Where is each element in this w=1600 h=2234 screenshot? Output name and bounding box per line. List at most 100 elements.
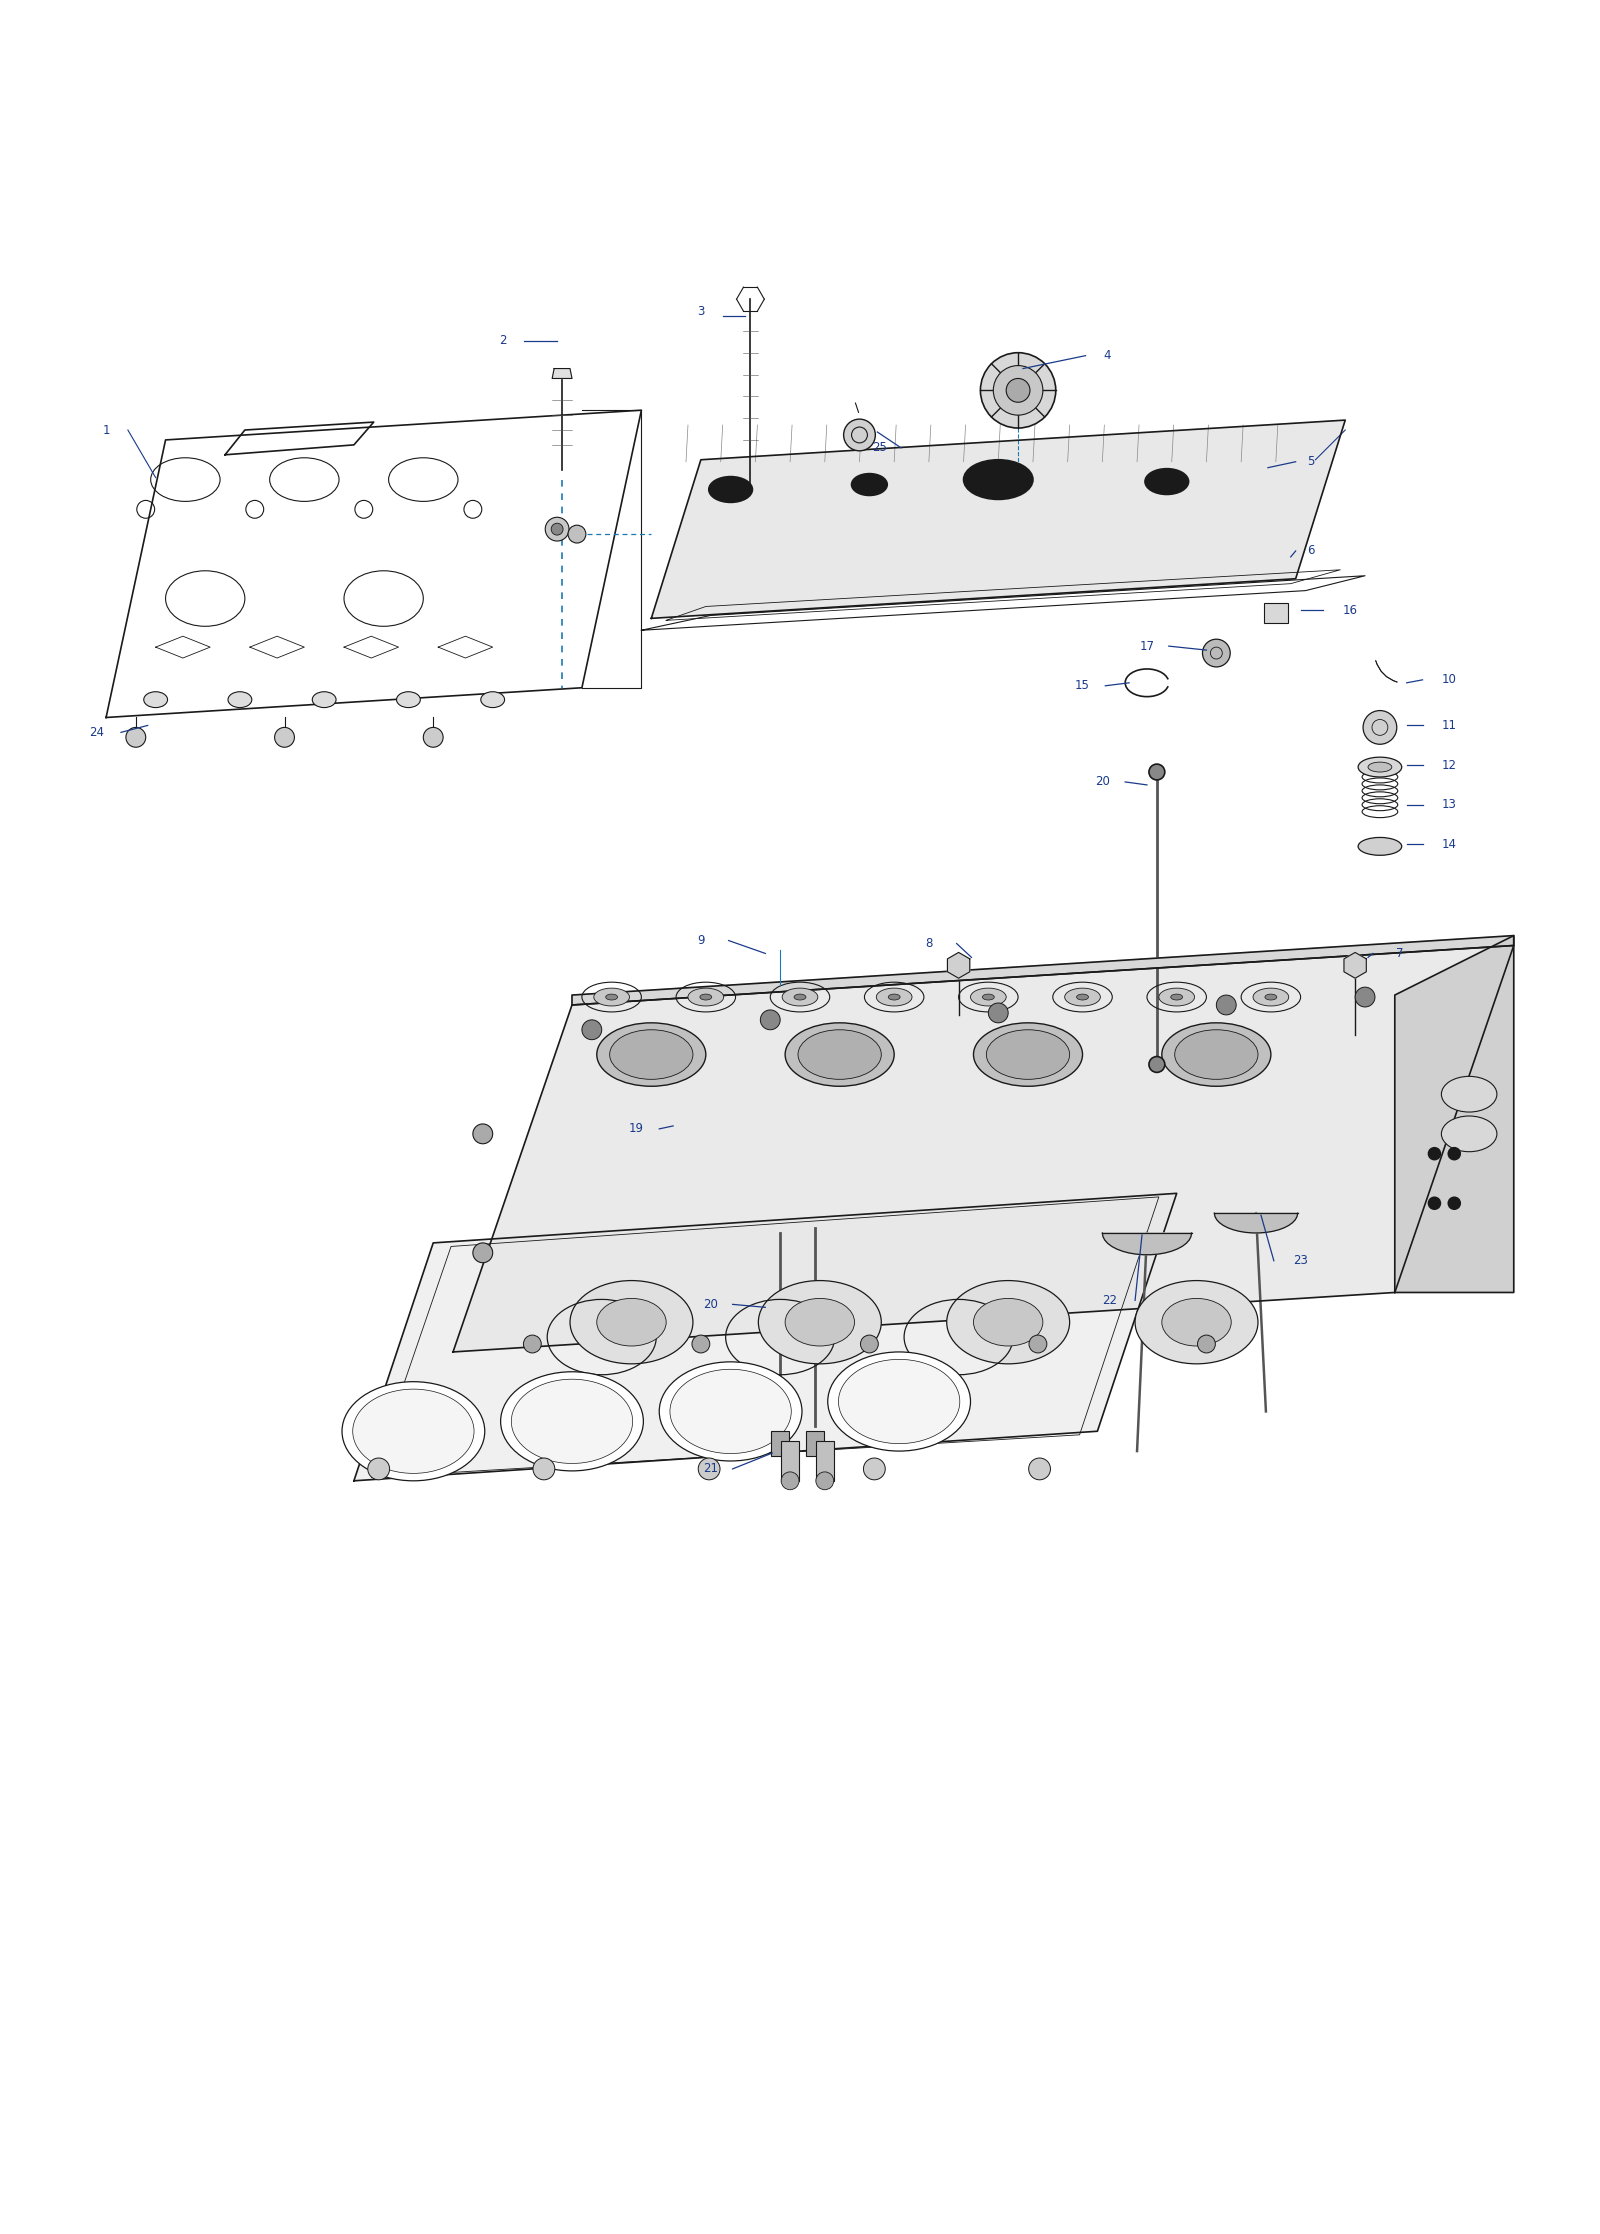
Ellipse shape: [827, 1352, 971, 1452]
Ellipse shape: [312, 693, 336, 708]
Ellipse shape: [971, 987, 1006, 1005]
Ellipse shape: [1171, 994, 1182, 1001]
Text: 20: 20: [1094, 775, 1110, 789]
Ellipse shape: [1134, 1280, 1258, 1363]
Text: 16: 16: [1342, 603, 1358, 617]
Text: 24: 24: [88, 726, 104, 739]
Circle shape: [1216, 994, 1237, 1014]
Text: 22: 22: [1102, 1293, 1117, 1307]
Polygon shape: [354, 1193, 1176, 1481]
Circle shape: [1149, 764, 1165, 780]
Ellipse shape: [659, 1363, 802, 1461]
Circle shape: [698, 1459, 720, 1479]
Polygon shape: [651, 420, 1346, 619]
Circle shape: [424, 728, 443, 746]
Ellipse shape: [597, 1298, 666, 1347]
Ellipse shape: [794, 994, 806, 1001]
Circle shape: [533, 1459, 555, 1479]
Circle shape: [989, 1003, 1008, 1023]
Ellipse shape: [963, 460, 1034, 500]
Text: 15: 15: [1075, 679, 1090, 693]
Circle shape: [1029, 1336, 1046, 1354]
Ellipse shape: [709, 476, 752, 503]
Circle shape: [368, 1459, 389, 1479]
Ellipse shape: [851, 474, 888, 496]
Ellipse shape: [1146, 469, 1189, 494]
Text: 3: 3: [698, 304, 704, 317]
Circle shape: [126, 728, 146, 746]
Circle shape: [861, 1336, 878, 1354]
Ellipse shape: [1162, 1023, 1270, 1086]
Circle shape: [568, 525, 586, 543]
Ellipse shape: [973, 1023, 1083, 1086]
Circle shape: [275, 728, 294, 746]
Ellipse shape: [973, 1298, 1043, 1347]
Text: 13: 13: [1442, 798, 1456, 811]
Ellipse shape: [947, 1280, 1070, 1363]
Ellipse shape: [888, 994, 901, 1001]
Ellipse shape: [986, 1030, 1070, 1079]
Circle shape: [816, 1472, 834, 1490]
Text: 14: 14: [1442, 838, 1458, 851]
Circle shape: [1006, 378, 1030, 402]
Circle shape: [1429, 1148, 1440, 1159]
Ellipse shape: [1266, 994, 1277, 1001]
Ellipse shape: [480, 693, 504, 708]
Text: 9: 9: [698, 934, 704, 947]
Circle shape: [864, 1459, 885, 1479]
Text: 1: 1: [102, 424, 110, 436]
Text: 20: 20: [704, 1298, 718, 1311]
Text: 4: 4: [1104, 349, 1110, 362]
Ellipse shape: [352, 1390, 474, 1474]
Text: 17: 17: [1139, 639, 1155, 652]
Ellipse shape: [838, 1358, 960, 1443]
Ellipse shape: [1158, 987, 1195, 1005]
Circle shape: [1363, 710, 1397, 744]
Polygon shape: [571, 936, 1514, 1005]
Ellipse shape: [1368, 762, 1392, 773]
Circle shape: [474, 1242, 493, 1262]
Ellipse shape: [1064, 987, 1101, 1005]
Circle shape: [760, 1010, 781, 1030]
Polygon shape: [1214, 1213, 1298, 1233]
Circle shape: [582, 1021, 602, 1039]
Text: 7: 7: [1395, 947, 1403, 961]
Ellipse shape: [688, 987, 723, 1005]
Ellipse shape: [501, 1372, 643, 1470]
Ellipse shape: [786, 1298, 854, 1347]
Polygon shape: [1344, 952, 1366, 978]
Ellipse shape: [782, 987, 818, 1005]
Text: 10: 10: [1442, 672, 1456, 686]
Polygon shape: [1395, 936, 1514, 1293]
Bar: [781, 1441, 798, 1481]
Circle shape: [523, 1336, 541, 1354]
Ellipse shape: [597, 1023, 706, 1086]
Circle shape: [781, 1472, 798, 1490]
Polygon shape: [1102, 1233, 1192, 1256]
Circle shape: [1429, 1197, 1440, 1209]
Bar: [816, 1441, 834, 1481]
Polygon shape: [552, 369, 571, 378]
Ellipse shape: [1253, 987, 1288, 1005]
Ellipse shape: [397, 693, 421, 708]
Circle shape: [1197, 1336, 1216, 1354]
Ellipse shape: [610, 1030, 693, 1079]
Ellipse shape: [229, 693, 251, 708]
Circle shape: [474, 1124, 493, 1144]
Bar: [1264, 603, 1288, 623]
Circle shape: [1448, 1197, 1461, 1209]
Circle shape: [994, 366, 1043, 416]
Polygon shape: [947, 952, 970, 978]
Text: 8: 8: [925, 936, 933, 949]
Ellipse shape: [1442, 1077, 1498, 1113]
Ellipse shape: [758, 1280, 882, 1363]
Circle shape: [981, 353, 1056, 429]
Ellipse shape: [1174, 1030, 1258, 1079]
Circle shape: [1355, 987, 1374, 1008]
Text: 2: 2: [499, 335, 506, 346]
Ellipse shape: [1162, 1298, 1232, 1347]
Ellipse shape: [1358, 838, 1402, 856]
Ellipse shape: [982, 994, 994, 1001]
Ellipse shape: [1077, 994, 1088, 1001]
Text: 12: 12: [1442, 760, 1458, 771]
